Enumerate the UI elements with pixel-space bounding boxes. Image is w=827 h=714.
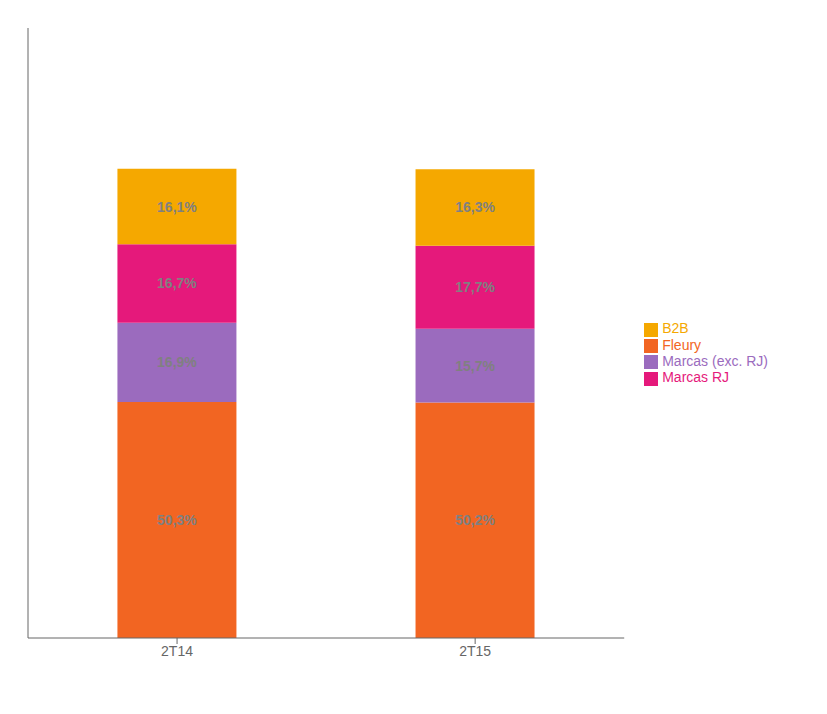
svg-text:50,3%: 50,3% [157,512,197,528]
svg-text:16,9%: 16,9% [157,354,197,370]
svg-text:15,7%: 15,7% [455,358,495,374]
svg-text:16,7%: 16,7% [157,275,197,291]
html-text:Marcas RJ: Marcas RJ [662,369,730,386]
html-text:Marcas (exc. RJ): Marcas (exc. RJ) [662,353,768,369]
svg-text:16,1%: 16,1% [157,199,197,215]
svg-text:50,2%: 50,2% [455,512,495,528]
svg-text:16,3%: 16,3% [455,199,495,215]
html-text:B2B: B2B [662,320,689,337]
html-text:Fleury: Fleury [662,336,702,353]
svg-text:2T15: 2T15 [459,643,491,659]
svg-text:2T14: 2T14 [161,643,193,659]
svg-text:17,7%: 17,7% [455,279,495,295]
